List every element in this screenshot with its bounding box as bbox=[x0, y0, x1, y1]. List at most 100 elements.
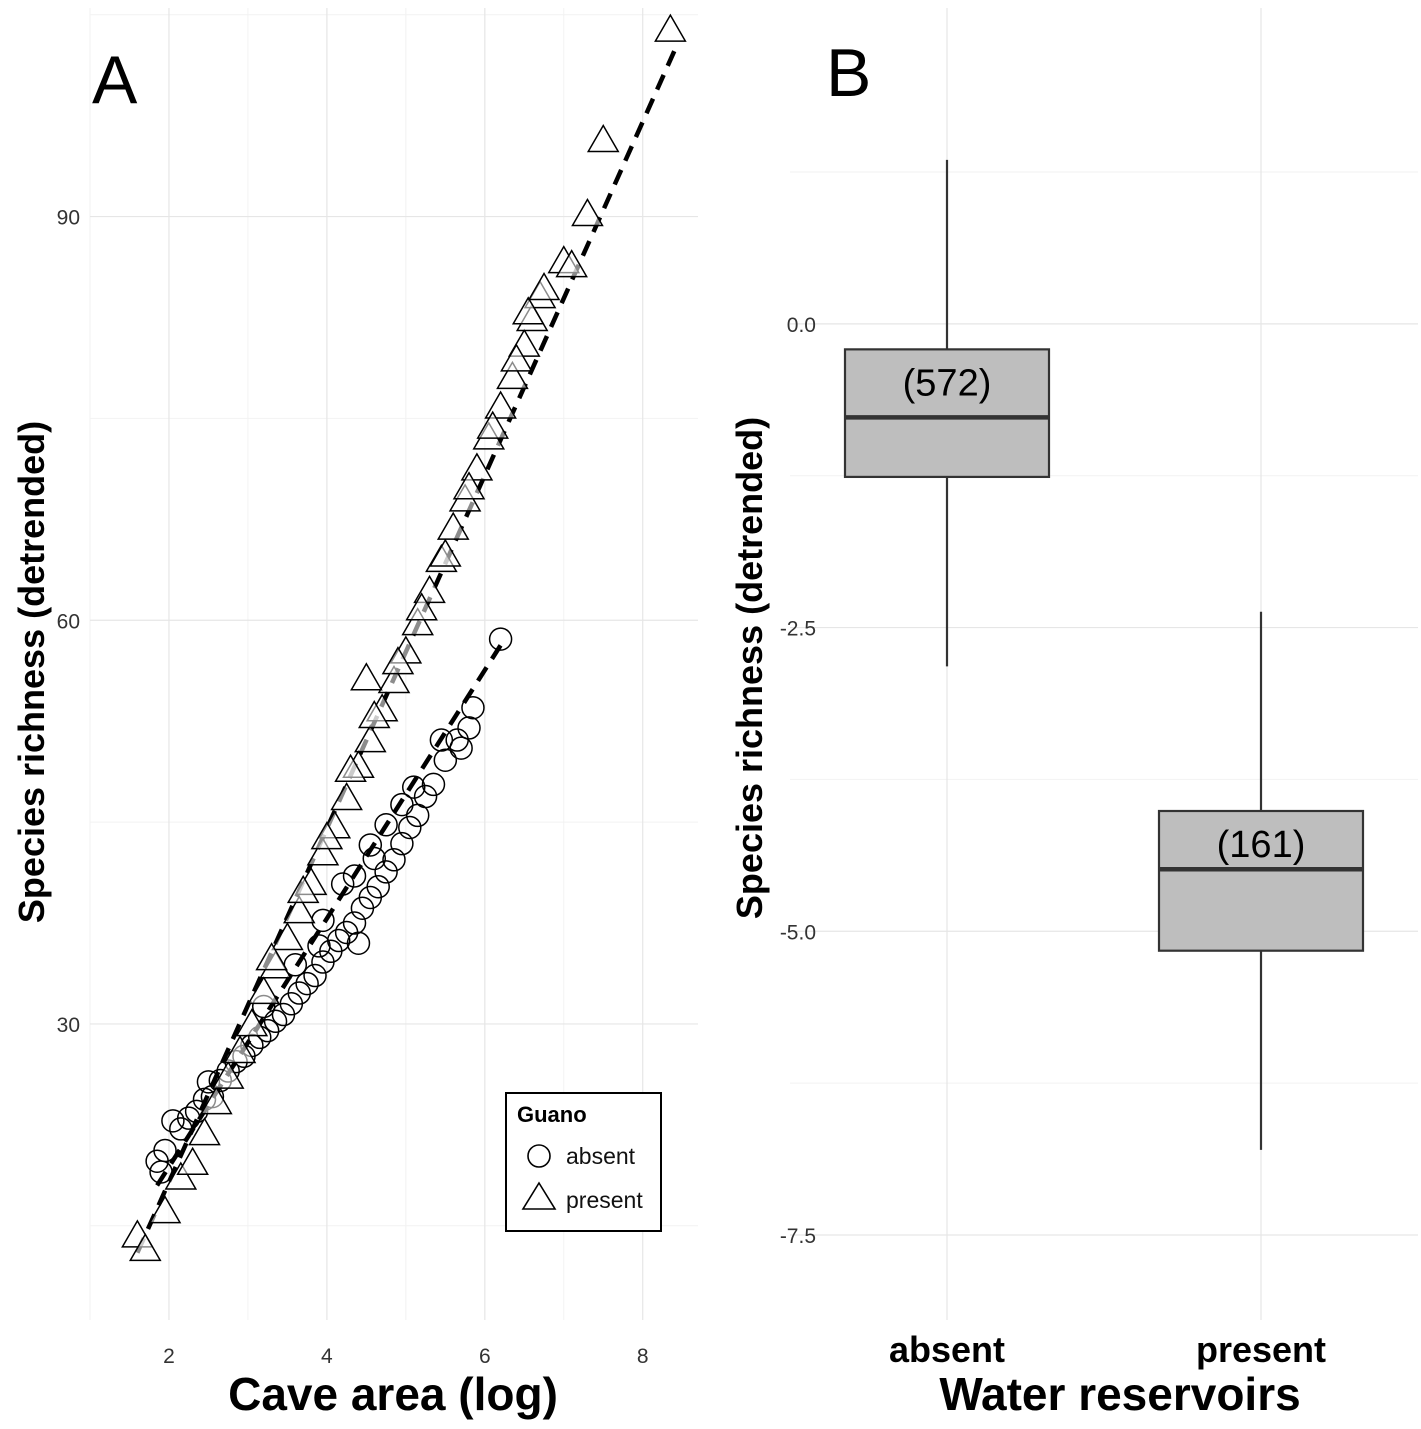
point-present bbox=[310, 821, 344, 850]
y-tick-label: -5.0 bbox=[780, 921, 816, 944]
point-absent bbox=[457, 716, 481, 740]
point-absent bbox=[461, 695, 485, 720]
legend-title: Guano bbox=[517, 1102, 587, 1127]
panel-b-grid bbox=[790, 8, 1418, 1320]
point-absent bbox=[382, 848, 406, 872]
point-present bbox=[357, 699, 391, 729]
x-tick-label: 6 bbox=[479, 1345, 491, 1368]
point-present bbox=[148, 1195, 182, 1224]
point-absent bbox=[326, 928, 351, 953]
box-iqr bbox=[1157, 809, 1365, 952]
panel-b-boxes: (572) (161) bbox=[843, 159, 1365, 1150]
point-absent bbox=[374, 860, 398, 884]
point-absent bbox=[176, 1106, 201, 1130]
point-present bbox=[555, 249, 588, 278]
point-present bbox=[476, 410, 509, 439]
point-absent bbox=[398, 815, 422, 840]
legend-box bbox=[505, 1092, 662, 1232]
point-present bbox=[350, 662, 383, 691]
point-present bbox=[128, 1232, 162, 1262]
point-present bbox=[429, 538, 462, 567]
y-tick-label: 90 bbox=[57, 207, 80, 230]
point-absent bbox=[358, 833, 383, 857]
point-absent bbox=[390, 792, 414, 817]
point-absent bbox=[311, 908, 335, 933]
y-tick-label: 0.0 bbox=[787, 314, 816, 337]
point-absent bbox=[374, 813, 398, 837]
point-present bbox=[354, 724, 387, 753]
point-present bbox=[271, 921, 304, 951]
panel-a-tick-labels: 2 4 6 8 30 60 90 bbox=[57, 207, 649, 1368]
point-present bbox=[211, 1060, 245, 1089]
legend-triangle-marker bbox=[521, 1181, 557, 1210]
y-tick-label: 30 bbox=[57, 1014, 80, 1037]
point-absent bbox=[390, 831, 414, 856]
point-present bbox=[452, 471, 486, 500]
point-absent bbox=[366, 874, 390, 899]
point-present bbox=[255, 942, 288, 971]
point-absent bbox=[307, 934, 331, 958]
y-tick-label: 60 bbox=[57, 610, 80, 633]
point-absent bbox=[421, 772, 446, 797]
box-absent: (572) bbox=[843, 159, 1051, 667]
y-tick-label: -7.5 bbox=[780, 1225, 816, 1248]
point-present bbox=[586, 124, 620, 153]
point-present bbox=[484, 390, 517, 419]
point-present bbox=[188, 1117, 221, 1146]
point-present bbox=[527, 272, 561, 301]
x-category-label: absent bbox=[889, 1329, 1005, 1370]
point-absent bbox=[153, 1138, 177, 1163]
point-present bbox=[571, 198, 604, 227]
point-absent bbox=[303, 963, 327, 988]
box-count-label: (572) bbox=[903, 362, 992, 404]
point-absent bbox=[287, 981, 311, 1005]
point-absent bbox=[342, 911, 367, 935]
legend-label-present: present bbox=[566, 1187, 643, 1213]
point-absent bbox=[295, 971, 319, 996]
point-present bbox=[235, 1008, 269, 1037]
panel-b-y-axis-title: Species richness (detrended) bbox=[729, 417, 770, 919]
point-present bbox=[654, 13, 687, 42]
point-absent bbox=[342, 864, 367, 888]
point-absent bbox=[488, 627, 513, 651]
point-present bbox=[401, 607, 434, 636]
x-tick-label: 8 bbox=[637, 1345, 649, 1368]
point-present bbox=[500, 343, 533, 372]
point-absent bbox=[161, 1109, 185, 1133]
point-absent bbox=[330, 872, 355, 896]
point-absent bbox=[429, 728, 454, 752]
legend: Guano absent present bbox=[505, 1092, 662, 1232]
panel-b-tick-labels: 0.0 -2.5 -5.0 -7.5 absent present bbox=[780, 314, 1326, 1370]
point-present bbox=[282, 895, 316, 924]
legend-label-absent: absent bbox=[566, 1143, 636, 1169]
panel-b-x-axis-title: Water reservoirs bbox=[939, 1368, 1300, 1420]
point-present bbox=[176, 1146, 209, 1175]
panel-a-x-axis-title: Cave area (log) bbox=[228, 1368, 558, 1420]
box-iqr bbox=[843, 348, 1051, 479]
panel-a: 2 4 6 8 30 60 90 A Cave area (log) Species ric… bbox=[11, 8, 698, 1420]
panel-b-label: B bbox=[826, 35, 871, 111]
point-absent bbox=[433, 748, 458, 772]
point-present bbox=[306, 837, 340, 866]
panel-a-grid bbox=[89, 8, 698, 1320]
point-absent bbox=[401, 775, 426, 799]
point-present bbox=[223, 1035, 257, 1064]
point-absent bbox=[362, 846, 387, 871]
x-tick-label: 4 bbox=[321, 1345, 333, 1368]
point-absent bbox=[449, 736, 473, 760]
x-tick-label: 2 bbox=[163, 1345, 175, 1368]
point-present bbox=[247, 975, 281, 1005]
panel-a-label: A bbox=[92, 42, 138, 118]
x-category-label: present bbox=[1196, 1329, 1326, 1370]
point-present bbox=[511, 296, 545, 325]
panel-a-y-axis-title: Species richness (detrended) bbox=[11, 421, 52, 923]
point-present bbox=[164, 1161, 198, 1190]
point-absent bbox=[346, 931, 371, 955]
point-present bbox=[334, 753, 367, 783]
legend-circle-marker bbox=[527, 1144, 551, 1168]
point-present bbox=[496, 360, 529, 390]
point-present bbox=[381, 646, 415, 675]
